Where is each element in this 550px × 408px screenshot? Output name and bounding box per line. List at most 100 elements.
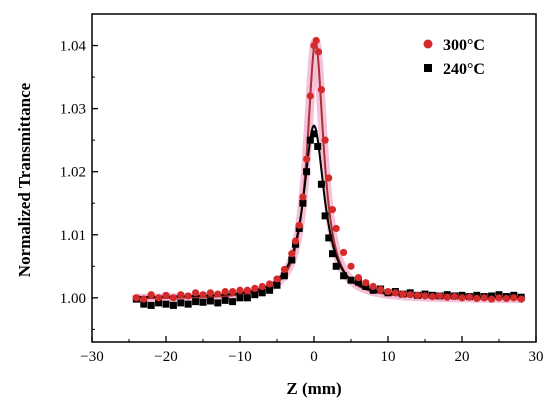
point-240c-16 (251, 291, 259, 299)
point-240c-18 (266, 286, 274, 294)
point-300c-33 (328, 205, 337, 214)
point-240c-19 (273, 281, 281, 289)
point-300c-21 (288, 250, 296, 258)
point-300c-47 (428, 292, 436, 301)
point-300c-56 (495, 294, 503, 302)
point-300c-26 (306, 92, 314, 100)
point-240c-5 (169, 301, 177, 309)
point-300c-12 (221, 287, 229, 296)
legend-marker-300c (423, 39, 433, 49)
point-300c-23 (295, 221, 303, 229)
point-240c-4 (162, 300, 170, 308)
point-300c-18 (266, 280, 274, 288)
point-300c-13 (229, 287, 237, 296)
point-240c-8 (192, 298, 200, 306)
point-300c-6 (177, 291, 185, 299)
legend: 300°C 240°C (423, 37, 485, 78)
axis-ticks: −30 −20 −10 0 10 20 30 1.00 1.01 1.02 1.03 1.04 (60, 39, 544, 365)
point-240c-6 (177, 299, 185, 307)
point-300c-1 (140, 295, 148, 303)
point-300c-3 (155, 294, 163, 302)
point-240c-9 (199, 298, 207, 306)
point-240c-3 (155, 299, 163, 307)
x-tick-label-3: 0 (310, 349, 318, 365)
point-300c-53 (473, 294, 481, 303)
point-300c-38 (362, 279, 370, 287)
legend-marker-240c (424, 64, 432, 72)
fit-highlight-layer (131, 37, 526, 303)
point-300c-50 (451, 292, 459, 301)
point-300c-28 (312, 36, 320, 45)
point-240c-26 (306, 136, 314, 144)
point-300c-42 (391, 289, 399, 297)
point-300c-52 (465, 293, 473, 301)
point-240c-31 (325, 234, 333, 242)
data-points (132, 36, 525, 309)
x-tick-label-0: −30 (80, 349, 103, 365)
y-tick-label-1: 1.01 (60, 228, 86, 244)
point-240c-20 (280, 272, 288, 280)
point-300c-29 (314, 48, 323, 56)
point-240c-14 (236, 294, 244, 302)
point-300c-51 (458, 294, 466, 302)
point-300c-36 (347, 262, 355, 270)
point-300c-57 (502, 294, 510, 303)
point-300c-11 (214, 290, 222, 298)
y-tick-label-0: 1.00 (60, 291, 86, 307)
point-300c-25 (303, 155, 311, 163)
point-300c-8 (192, 289, 200, 297)
point-300c-10 (206, 289, 214, 297)
point-300c-48 (436, 292, 444, 300)
x-tick-label-6: 30 (529, 349, 544, 365)
point-240c-17 (258, 289, 266, 297)
point-300c-44 (406, 291, 414, 299)
point-300c-49 (443, 293, 451, 301)
point-240c-24 (299, 199, 307, 207)
point-300c-37 (354, 274, 362, 282)
point-300c-55 (488, 295, 496, 303)
point-300c-35 (340, 248, 348, 257)
point-240c-11 (214, 299, 222, 307)
point-300c-17 (258, 282, 266, 291)
y-tick-label-2: 1.02 (60, 165, 86, 181)
point-300c-9 (199, 291, 207, 299)
point-240c-38 (369, 286, 377, 294)
point-240c-32 (329, 250, 336, 258)
point-240c-10 (206, 297, 214, 305)
point-300c-16 (251, 284, 259, 292)
point-240c-25 (303, 168, 311, 176)
point-300c-2 (147, 291, 155, 299)
point-300c-41 (384, 287, 392, 296)
x-axis-label: Z (mm) (286, 379, 341, 398)
x-tick-label-1: −20 (154, 349, 177, 365)
point-240c-7 (184, 300, 192, 308)
point-300c-40 (377, 286, 385, 294)
point-300c-34 (332, 224, 340, 233)
point-240c-29 (317, 180, 325, 188)
point-300c-19 (273, 275, 281, 283)
point-300c-5 (169, 294, 177, 302)
point-300c-20 (280, 265, 288, 274)
point-300c-32 (325, 174, 333, 182)
point-300c-22 (291, 237, 300, 245)
point-240c-1 (140, 300, 148, 308)
point-240c-2 (147, 301, 155, 309)
point-300c-24 (299, 193, 307, 201)
point-300c-15 (243, 286, 251, 294)
y-tick-label-3: 1.03 (60, 102, 86, 118)
point-240c-34 (340, 272, 348, 280)
point-300c-30 (317, 86, 325, 94)
legend-label-240c: 240°C (443, 61, 485, 78)
point-240c-27 (310, 130, 318, 138)
x-tick-label-2: −10 (228, 349, 251, 365)
x-tick-label-4: 10 (381, 349, 396, 365)
point-300c-46 (421, 292, 429, 300)
point-240c-12 (221, 296, 229, 304)
point-300c-59 (517, 295, 525, 303)
point-240c-15 (243, 294, 251, 302)
point-300c-0 (132, 294, 140, 302)
point-300c-4 (162, 291, 170, 299)
x-tick-label-5: 20 (455, 349, 470, 365)
point-300c-39 (369, 282, 377, 291)
